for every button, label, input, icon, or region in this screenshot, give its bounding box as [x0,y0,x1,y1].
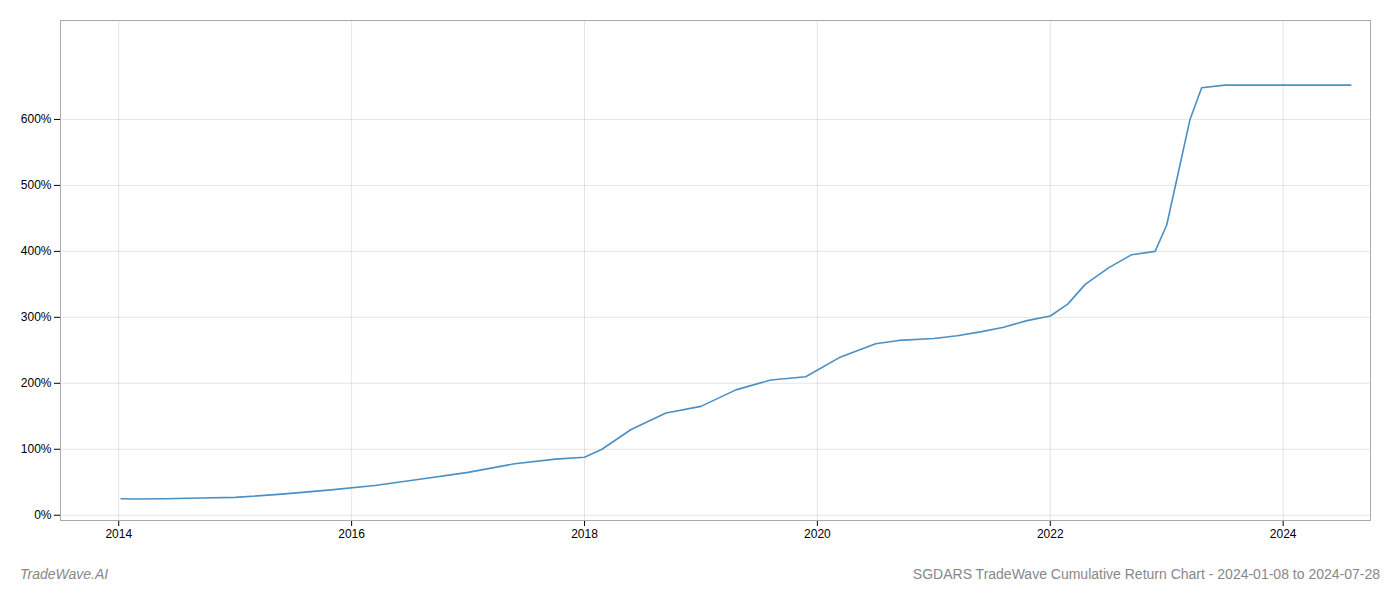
svg-text:500%: 500% [21,178,52,192]
svg-text:400%: 400% [21,244,52,258]
svg-text:300%: 300% [21,310,52,324]
svg-text:0%: 0% [34,508,52,522]
svg-text:100%: 100% [21,442,52,456]
html-text:TradeWave.AI: TradeWave.AI [20,566,109,582]
svg-text:2024: 2024 [1270,527,1297,541]
svg-text:2020: 2020 [804,527,831,541]
svg-text:200%: 200% [21,376,52,390]
svg-text:2016: 2016 [338,527,365,541]
html-text:SGDARS TradeWave Cumulative Re: SGDARS TradeWave Cumulative Return Chart… [912,566,1380,582]
svg-text:2022: 2022 [1037,527,1064,541]
svg-text:2018: 2018 [571,527,598,541]
svg-text:2014: 2014 [105,527,132,541]
svg-text:600%: 600% [21,112,52,126]
